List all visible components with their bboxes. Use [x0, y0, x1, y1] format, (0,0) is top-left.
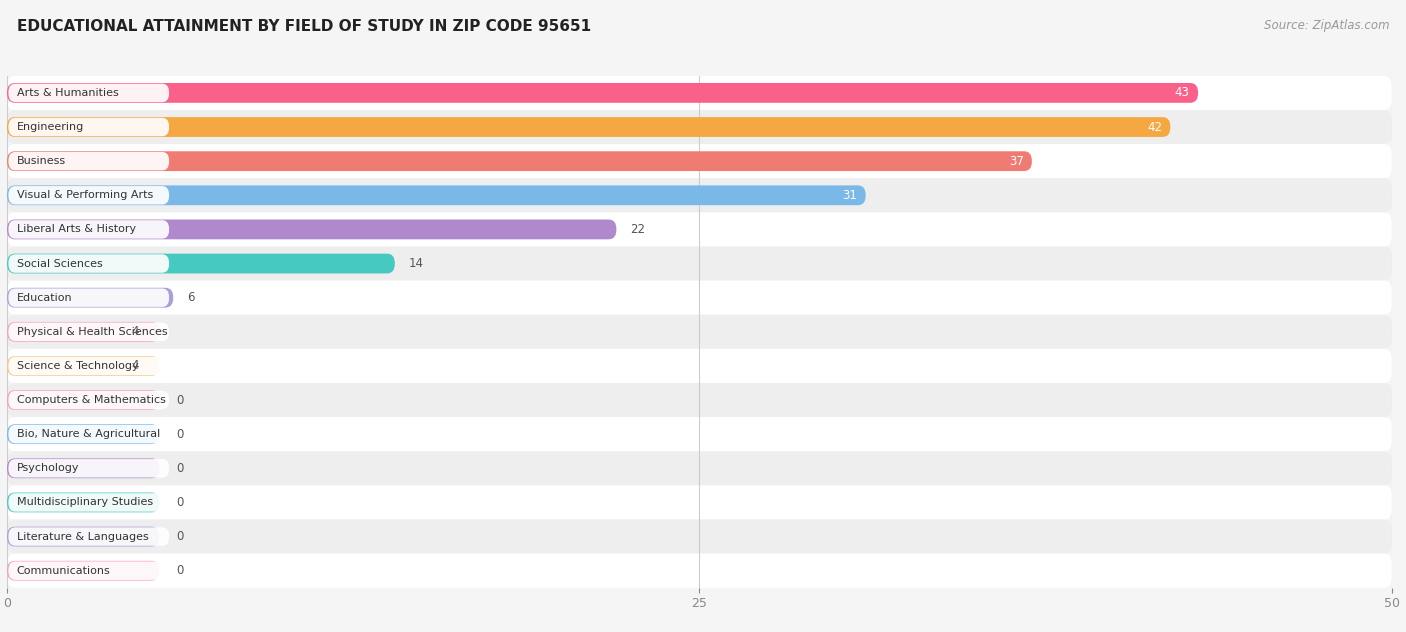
- Text: 43: 43: [1175, 87, 1189, 99]
- FancyBboxPatch shape: [7, 151, 1032, 171]
- Text: 14: 14: [409, 257, 423, 270]
- FancyBboxPatch shape: [8, 322, 169, 341]
- FancyBboxPatch shape: [7, 561, 159, 581]
- FancyBboxPatch shape: [8, 220, 169, 239]
- FancyBboxPatch shape: [8, 459, 169, 478]
- Text: Bio, Nature & Agricultural: Bio, Nature & Agricultural: [17, 429, 160, 439]
- FancyBboxPatch shape: [7, 526, 159, 547]
- FancyBboxPatch shape: [8, 254, 169, 273]
- Text: 0: 0: [176, 462, 183, 475]
- FancyBboxPatch shape: [7, 424, 159, 444]
- FancyBboxPatch shape: [7, 492, 159, 513]
- FancyBboxPatch shape: [7, 554, 1392, 588]
- Text: Computers & Mathematics: Computers & Mathematics: [17, 395, 166, 405]
- FancyBboxPatch shape: [8, 152, 169, 171]
- FancyBboxPatch shape: [8, 425, 169, 444]
- FancyBboxPatch shape: [7, 185, 866, 205]
- FancyBboxPatch shape: [8, 527, 169, 546]
- Text: 42: 42: [1147, 121, 1161, 133]
- FancyBboxPatch shape: [7, 288, 173, 308]
- Text: Liberal Arts & History: Liberal Arts & History: [17, 224, 136, 234]
- FancyBboxPatch shape: [7, 178, 1392, 212]
- Text: Communications: Communications: [17, 566, 111, 576]
- FancyBboxPatch shape: [7, 144, 1392, 178]
- FancyBboxPatch shape: [8, 83, 169, 102]
- FancyBboxPatch shape: [7, 246, 1392, 281]
- Text: Literature & Languages: Literature & Languages: [17, 532, 149, 542]
- FancyBboxPatch shape: [7, 110, 1392, 144]
- Text: 31: 31: [842, 189, 858, 202]
- Text: 0: 0: [176, 530, 183, 543]
- Text: Science & Technology: Science & Technology: [17, 361, 138, 371]
- Text: Visual & Performing Arts: Visual & Performing Arts: [17, 190, 153, 200]
- Text: 4: 4: [132, 325, 139, 338]
- Text: Psychology: Psychology: [17, 463, 79, 473]
- Text: Physical & Health Sciences: Physical & Health Sciences: [17, 327, 167, 337]
- FancyBboxPatch shape: [7, 76, 1392, 110]
- Text: 6: 6: [187, 291, 194, 304]
- FancyBboxPatch shape: [7, 315, 1392, 349]
- FancyBboxPatch shape: [7, 356, 159, 376]
- Text: Source: ZipAtlas.com: Source: ZipAtlas.com: [1264, 19, 1389, 32]
- Text: Social Sciences: Social Sciences: [17, 258, 103, 269]
- FancyBboxPatch shape: [7, 485, 1392, 520]
- FancyBboxPatch shape: [7, 83, 1198, 103]
- FancyBboxPatch shape: [7, 117, 1170, 137]
- Text: 4: 4: [132, 360, 139, 372]
- Text: Engineering: Engineering: [17, 122, 84, 132]
- FancyBboxPatch shape: [8, 288, 169, 307]
- Text: 0: 0: [176, 564, 183, 577]
- FancyBboxPatch shape: [7, 322, 159, 342]
- FancyBboxPatch shape: [8, 561, 169, 580]
- FancyBboxPatch shape: [8, 391, 169, 410]
- FancyBboxPatch shape: [8, 356, 169, 375]
- FancyBboxPatch shape: [7, 212, 1392, 246]
- Text: Arts & Humanities: Arts & Humanities: [17, 88, 118, 98]
- Text: 0: 0: [176, 428, 183, 441]
- FancyBboxPatch shape: [7, 390, 159, 410]
- FancyBboxPatch shape: [7, 458, 159, 478]
- Text: 0: 0: [176, 496, 183, 509]
- FancyBboxPatch shape: [7, 451, 1392, 485]
- FancyBboxPatch shape: [7, 383, 1392, 417]
- FancyBboxPatch shape: [7, 520, 1392, 554]
- Text: Multidisciplinary Studies: Multidisciplinary Studies: [17, 497, 153, 507]
- Text: EDUCATIONAL ATTAINMENT BY FIELD OF STUDY IN ZIP CODE 95651: EDUCATIONAL ATTAINMENT BY FIELD OF STUDY…: [17, 19, 591, 34]
- FancyBboxPatch shape: [8, 186, 169, 205]
- FancyBboxPatch shape: [7, 219, 616, 240]
- Text: 0: 0: [176, 394, 183, 406]
- FancyBboxPatch shape: [7, 281, 1392, 315]
- FancyBboxPatch shape: [8, 493, 169, 512]
- FancyBboxPatch shape: [7, 349, 1392, 383]
- FancyBboxPatch shape: [8, 118, 169, 137]
- Text: 37: 37: [1008, 155, 1024, 167]
- FancyBboxPatch shape: [7, 253, 395, 274]
- Text: Business: Business: [17, 156, 66, 166]
- Text: 22: 22: [630, 223, 645, 236]
- FancyBboxPatch shape: [7, 417, 1392, 451]
- Text: Education: Education: [17, 293, 72, 303]
